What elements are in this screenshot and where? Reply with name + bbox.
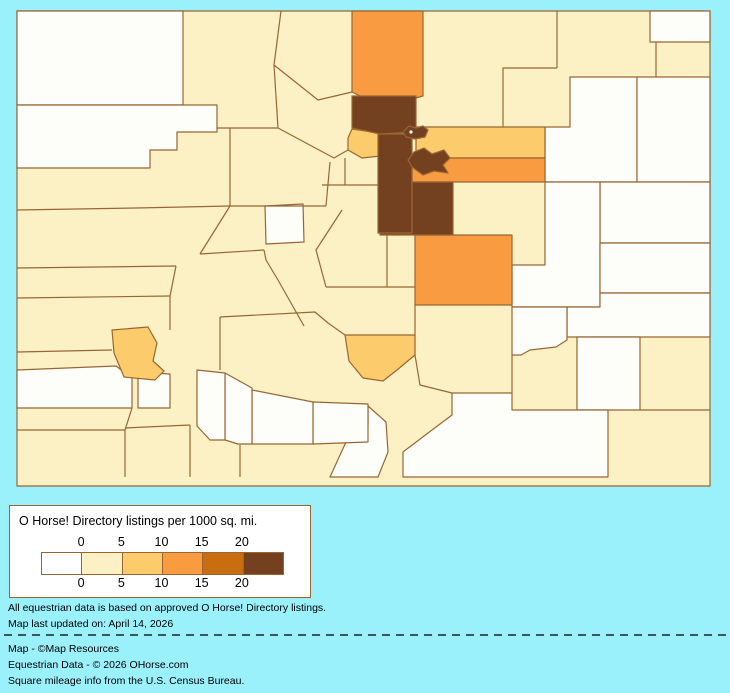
county-border-line	[169, 265, 177, 297]
county-border-line	[315, 209, 343, 288]
county-boulder	[351, 95, 417, 135]
county-cheyenne	[599, 242, 711, 294]
county-border-line	[263, 249, 305, 327]
county-las-animas	[402, 392, 609, 478]
county-border-line	[325, 161, 331, 207]
county-border-line	[124, 424, 191, 429]
county-bent	[576, 336, 641, 411]
legend-tick-label: 15	[194, 535, 209, 549]
legend-box: O Horse! Directory listings per 1000 sq.…	[9, 505, 311, 598]
county-douglas	[379, 181, 454, 236]
legend-ticks-bottom: 0 5 10 15 20	[10, 576, 310, 590]
county-ouray	[111, 326, 165, 381]
county-broomfield	[402, 125, 429, 140]
legend-tick-label: 5	[117, 535, 125, 549]
county-denver	[407, 147, 451, 176]
county-border-line	[16, 265, 177, 269]
legend-swatch-white	[42, 553, 82, 574]
broomfield-dot	[409, 130, 413, 134]
county-border-line	[414, 354, 453, 394]
county-border-line	[16, 205, 231, 211]
legend-tick-label: 5	[117, 576, 125, 590]
legend-tick-label: 20	[234, 535, 249, 549]
county-custer	[344, 334, 416, 382]
county-moffat	[16, 10, 184, 106]
legend-swatch-gold	[121, 553, 162, 574]
county-larimer	[351, 10, 424, 105]
dashed-separator	[4, 634, 728, 636]
county-border-line	[199, 205, 231, 255]
county-alamosa	[312, 401, 369, 445]
legend-tick-label: 20	[234, 576, 249, 590]
legend-swatch-cream	[81, 553, 122, 574]
data-source-note: All equestrian data is based on approved…	[8, 602, 327, 614]
legend-tick-label: 10	[154, 576, 169, 590]
county-border-line	[277, 127, 349, 159]
county-sedgwick	[649, 10, 711, 43]
legend-tick-label: 0	[77, 535, 85, 549]
legend-title: O Horse! Directory listings per 1000 sq.…	[19, 514, 258, 528]
county-crowley	[511, 306, 568, 356]
county-hinsdale	[196, 369, 226, 441]
county-yuma	[636, 76, 711, 183]
county-border-line	[16, 295, 171, 299]
county-border-line	[16, 349, 113, 353]
county-el-paso	[414, 234, 513, 306]
county-lake	[264, 203, 305, 245]
legend-swatch-orange	[161, 553, 203, 574]
legend-tick-label: 15	[194, 576, 209, 590]
legend-tick-label: 10	[154, 535, 169, 549]
legend-swatch-dark_orange	[202, 553, 243, 574]
county-border-line	[273, 10, 282, 66]
equestrian-data-credit: Equestrian Data - © 2026 OHorse.com	[8, 659, 189, 671]
county-border-line	[502, 67, 557, 127]
last-updated-note: Map last updated on: April 14, 2026	[8, 618, 174, 630]
county-jefferson	[377, 133, 413, 234]
colorado-map	[16, 10, 712, 487]
county-map-svg	[16, 10, 711, 487]
county-rio-blanco	[16, 104, 218, 169]
map-credit: Map - ©Map Resources	[8, 643, 120, 655]
county-kit-carson	[599, 181, 711, 244]
county-border-line	[199, 249, 265, 255]
legend-swatch-brown	[242, 553, 283, 574]
county-border-line	[273, 64, 279, 129]
square-mileage-credit: Square mileage info from the U.S. Census…	[8, 675, 245, 687]
county-border-line	[273, 64, 353, 101]
legend-tick-label: 0	[77, 576, 85, 590]
legend-ticks-top: 0 5 10 15 20	[10, 535, 310, 549]
county-border-line	[124, 407, 133, 431]
county-san-miguel	[16, 365, 133, 409]
county-border-line	[219, 311, 346, 336]
legend-color-ramp	[41, 552, 284, 575]
